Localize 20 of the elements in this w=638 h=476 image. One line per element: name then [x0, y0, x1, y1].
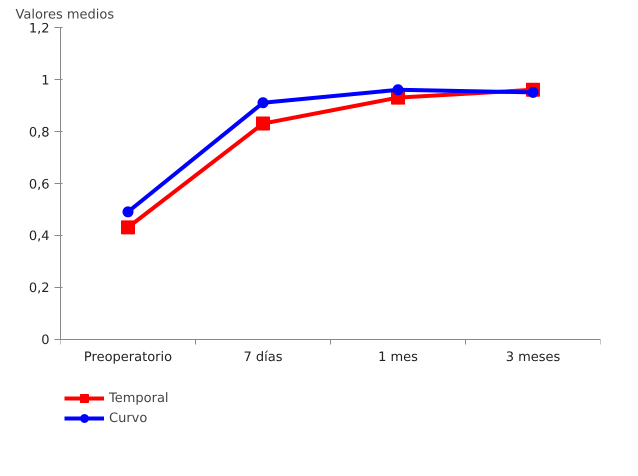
point: [528, 86, 538, 98]
point: [258, 97, 268, 108]
point: [122, 206, 134, 218]
x-tick-label: Preoperatorio: [84, 350, 172, 366]
point: [256, 116, 270, 131]
legend-label: Curvo: [109, 410, 148, 426]
y-tick-label: 0,4: [28, 229, 50, 244]
y-tick-label: 0,2: [28, 281, 50, 296]
x-tick-label: 7 días: [243, 350, 283, 366]
y-tick-label: 0: [41, 333, 50, 348]
legend-label: Temporal: [109, 390, 169, 406]
point: [392, 84, 404, 96]
y-tick-label: 0,6: [28, 177, 50, 192]
y-tick-label: 1,2: [28, 22, 50, 36]
x-tick-label: 1 mes: [378, 350, 418, 366]
point: [121, 220, 135, 234]
x-tick-label: 3 meses: [506, 350, 561, 366]
y-tick-label: 1: [41, 73, 50, 88]
y-tick-label: 0,8: [28, 125, 50, 140]
y-axis-title: Valores medios: [16, 8, 114, 22]
